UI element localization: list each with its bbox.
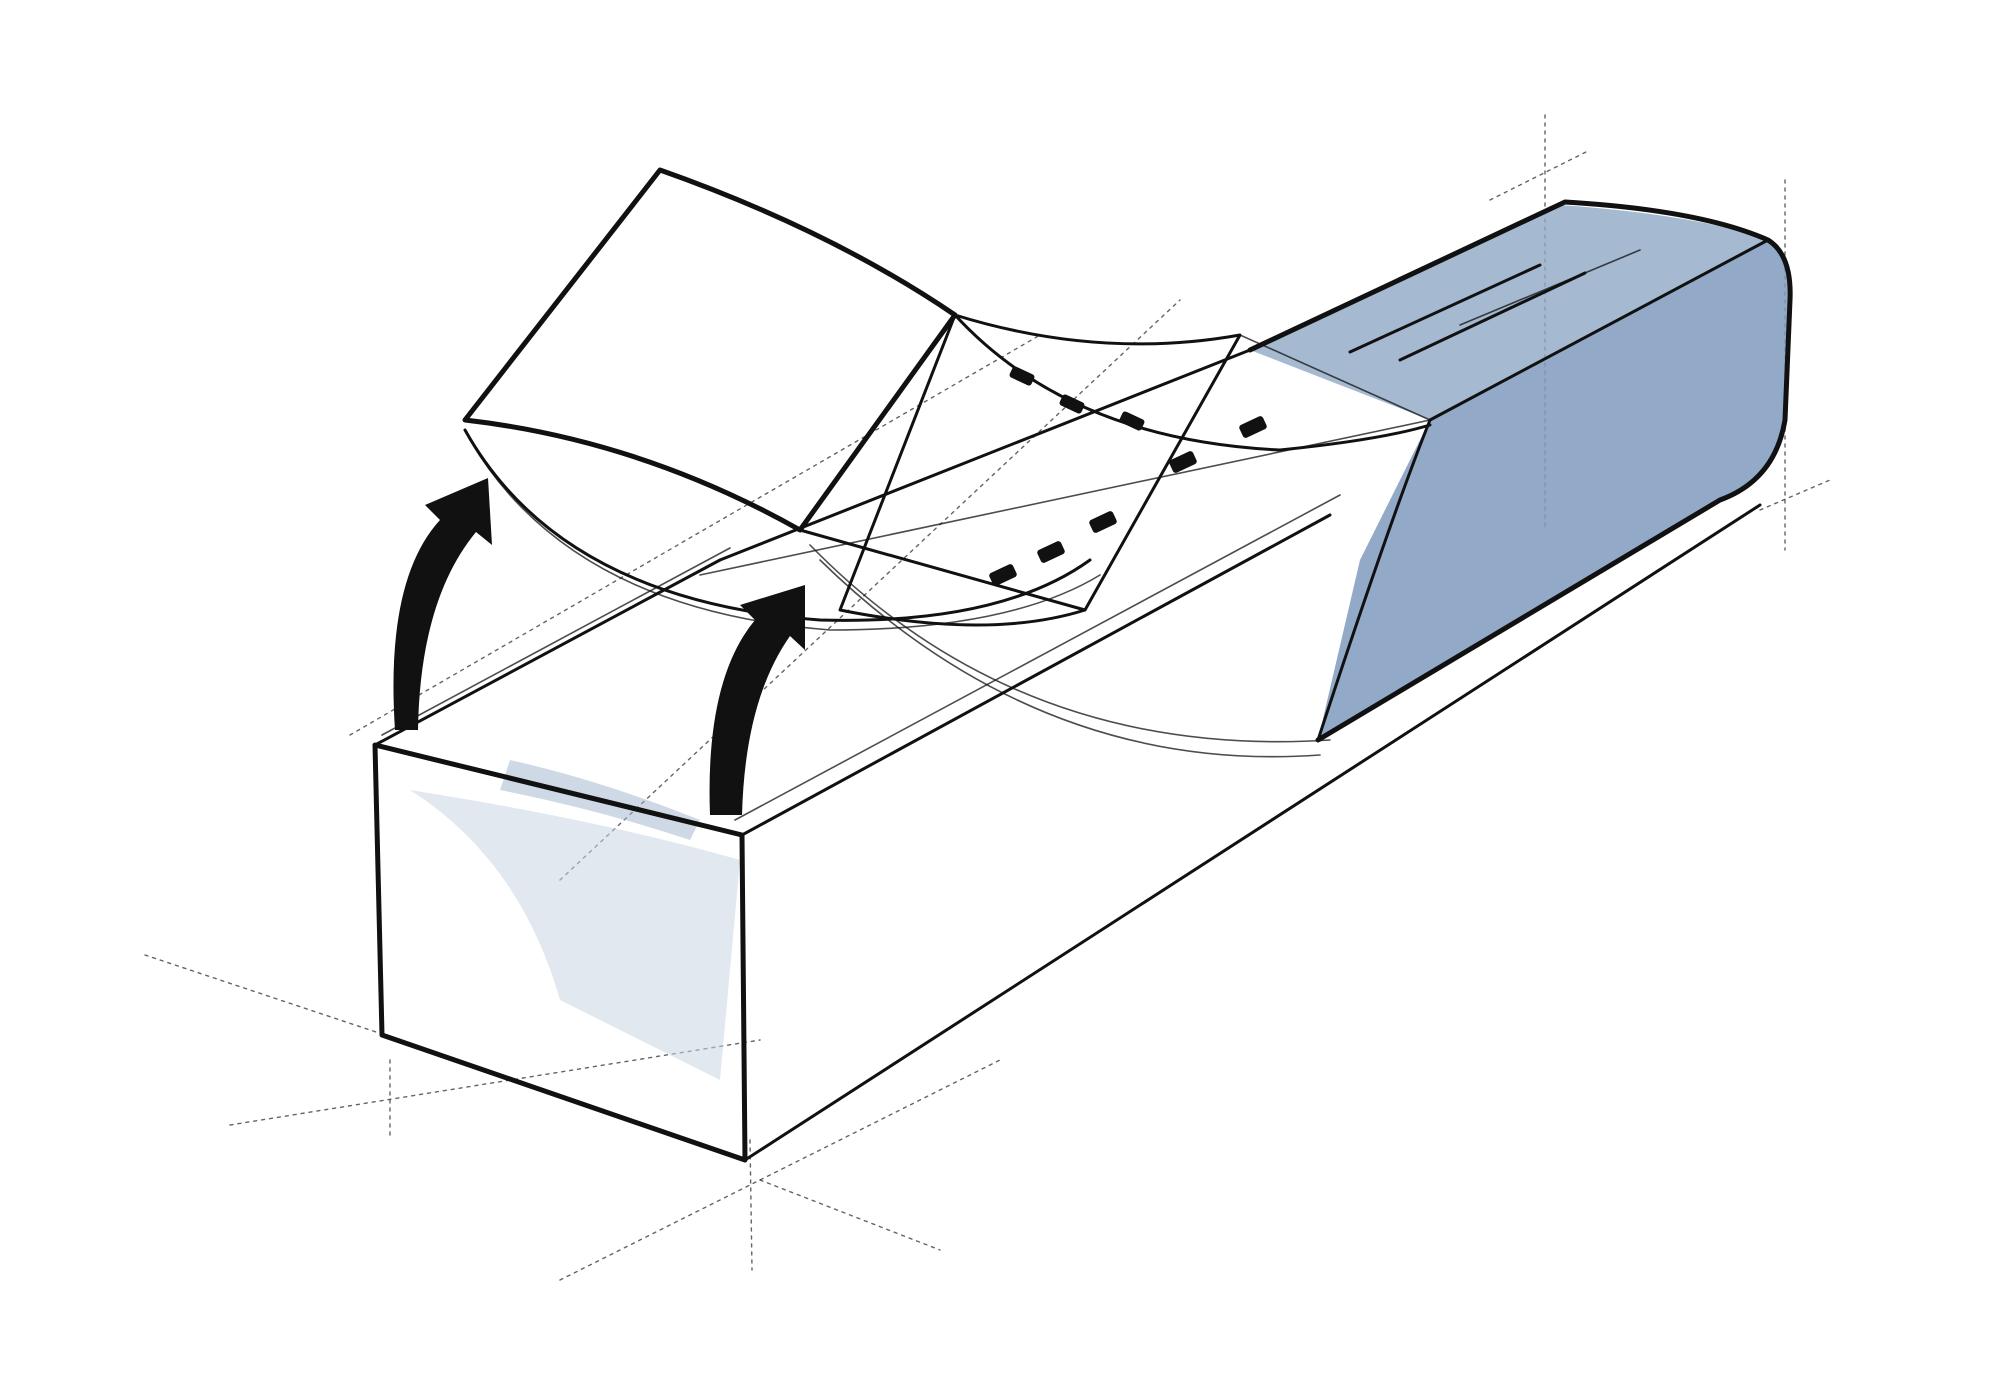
top-end-shade [1250, 205, 1768, 420]
blue-wash-shading [410, 205, 1790, 1080]
right-box-outline [1247, 199, 1793, 743]
right-end-face-shade [1318, 240, 1790, 740]
left-top-edge [373, 558, 722, 747]
arrow-up-curved-icon [393, 478, 492, 730]
folding-lid [462, 167, 1432, 758]
lid-panel-curve-front [463, 428, 1092, 622]
front-face-wash [410, 790, 740, 1080]
dash-marks [989, 249, 1641, 586]
opening-arrows [393, 478, 805, 815]
right-box-inner-edge [1428, 238, 1770, 422]
right-box-slope [1316, 418, 1432, 742]
lid-panel-upper [462, 167, 958, 533]
bottom-long-edge [743, 503, 1762, 1162]
front-top-edge [740, 513, 1332, 837]
arrow-up-curved-icon [709, 585, 805, 815]
